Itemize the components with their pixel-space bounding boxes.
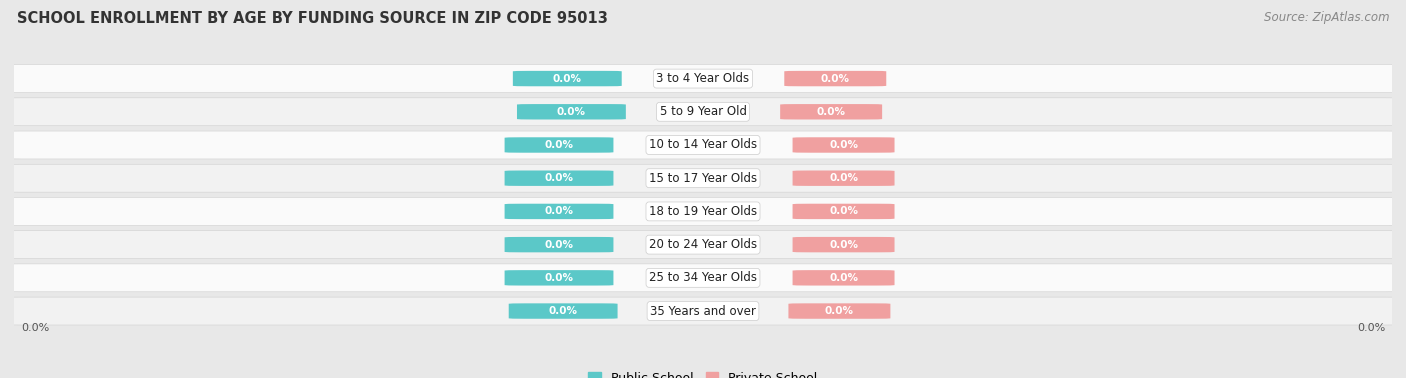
- FancyBboxPatch shape: [785, 71, 886, 86]
- Text: 3 to 4 Year Olds: 3 to 4 Year Olds: [657, 72, 749, 85]
- FancyBboxPatch shape: [7, 297, 1399, 325]
- FancyBboxPatch shape: [505, 270, 613, 285]
- Text: 0.0%: 0.0%: [544, 273, 574, 283]
- FancyBboxPatch shape: [517, 104, 626, 119]
- FancyBboxPatch shape: [7, 197, 1399, 225]
- Text: 0.0%: 0.0%: [544, 173, 574, 183]
- Legend: Public School, Private School: Public School, Private School: [583, 367, 823, 378]
- Text: 10 to 14 Year Olds: 10 to 14 Year Olds: [650, 138, 756, 152]
- Text: 15 to 17 Year Olds: 15 to 17 Year Olds: [650, 172, 756, 185]
- FancyBboxPatch shape: [505, 137, 613, 153]
- Text: 0.0%: 0.0%: [557, 107, 586, 117]
- Text: 0.0%: 0.0%: [553, 74, 582, 84]
- FancyBboxPatch shape: [505, 204, 613, 219]
- Text: 0.0%: 0.0%: [21, 323, 49, 333]
- FancyBboxPatch shape: [505, 170, 613, 186]
- FancyBboxPatch shape: [509, 304, 617, 319]
- Text: 0.0%: 0.0%: [548, 306, 578, 316]
- Text: 0.0%: 0.0%: [830, 240, 858, 249]
- FancyBboxPatch shape: [789, 304, 890, 319]
- Text: 0.0%: 0.0%: [544, 206, 574, 217]
- Text: 35 Years and over: 35 Years and over: [650, 305, 756, 318]
- Text: 0.0%: 0.0%: [830, 173, 858, 183]
- Text: Source: ZipAtlas.com: Source: ZipAtlas.com: [1264, 11, 1389, 24]
- FancyBboxPatch shape: [793, 137, 894, 153]
- FancyBboxPatch shape: [513, 71, 621, 86]
- Text: 0.0%: 0.0%: [821, 74, 849, 84]
- FancyBboxPatch shape: [7, 164, 1399, 192]
- FancyBboxPatch shape: [780, 104, 882, 119]
- FancyBboxPatch shape: [505, 237, 613, 253]
- Text: 0.0%: 0.0%: [817, 107, 845, 117]
- FancyBboxPatch shape: [793, 270, 894, 285]
- Text: 0.0%: 0.0%: [830, 206, 858, 217]
- FancyBboxPatch shape: [7, 264, 1399, 292]
- FancyBboxPatch shape: [793, 204, 894, 219]
- Text: 5 to 9 Year Old: 5 to 9 Year Old: [659, 105, 747, 118]
- Text: SCHOOL ENROLLMENT BY AGE BY FUNDING SOURCE IN ZIP CODE 95013: SCHOOL ENROLLMENT BY AGE BY FUNDING SOUR…: [17, 11, 607, 26]
- Text: 18 to 19 Year Olds: 18 to 19 Year Olds: [650, 205, 756, 218]
- FancyBboxPatch shape: [7, 231, 1399, 259]
- Text: 0.0%: 0.0%: [544, 240, 574, 249]
- Text: 0.0%: 0.0%: [544, 140, 574, 150]
- Text: 20 to 24 Year Olds: 20 to 24 Year Olds: [650, 238, 756, 251]
- FancyBboxPatch shape: [7, 98, 1399, 126]
- FancyBboxPatch shape: [7, 65, 1399, 93]
- FancyBboxPatch shape: [7, 131, 1399, 159]
- FancyBboxPatch shape: [793, 237, 894, 253]
- FancyBboxPatch shape: [793, 170, 894, 186]
- Text: 0.0%: 0.0%: [830, 140, 858, 150]
- Text: 0.0%: 0.0%: [825, 306, 853, 316]
- Text: 25 to 34 Year Olds: 25 to 34 Year Olds: [650, 271, 756, 284]
- Text: 0.0%: 0.0%: [1357, 323, 1385, 333]
- Text: 0.0%: 0.0%: [830, 273, 858, 283]
